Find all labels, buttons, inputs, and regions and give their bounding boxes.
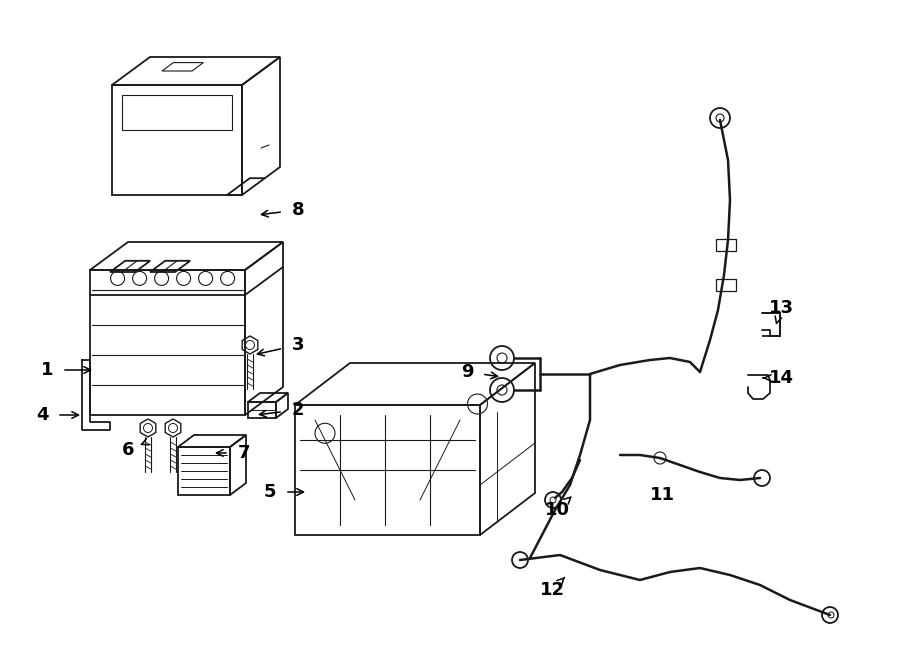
Text: 5: 5 bbox=[264, 483, 276, 501]
Text: 3: 3 bbox=[292, 336, 304, 354]
Text: 2: 2 bbox=[292, 401, 304, 419]
Text: 6: 6 bbox=[122, 441, 134, 459]
Text: 1: 1 bbox=[40, 361, 53, 379]
Text: 14: 14 bbox=[769, 369, 794, 387]
Text: 10: 10 bbox=[544, 501, 570, 519]
Text: 7: 7 bbox=[238, 444, 250, 462]
Text: 12: 12 bbox=[539, 581, 564, 599]
Text: 13: 13 bbox=[769, 299, 794, 317]
Text: 8: 8 bbox=[292, 201, 304, 219]
Text: 9: 9 bbox=[461, 363, 473, 381]
Text: 11: 11 bbox=[650, 486, 674, 504]
Text: 4: 4 bbox=[36, 406, 49, 424]
